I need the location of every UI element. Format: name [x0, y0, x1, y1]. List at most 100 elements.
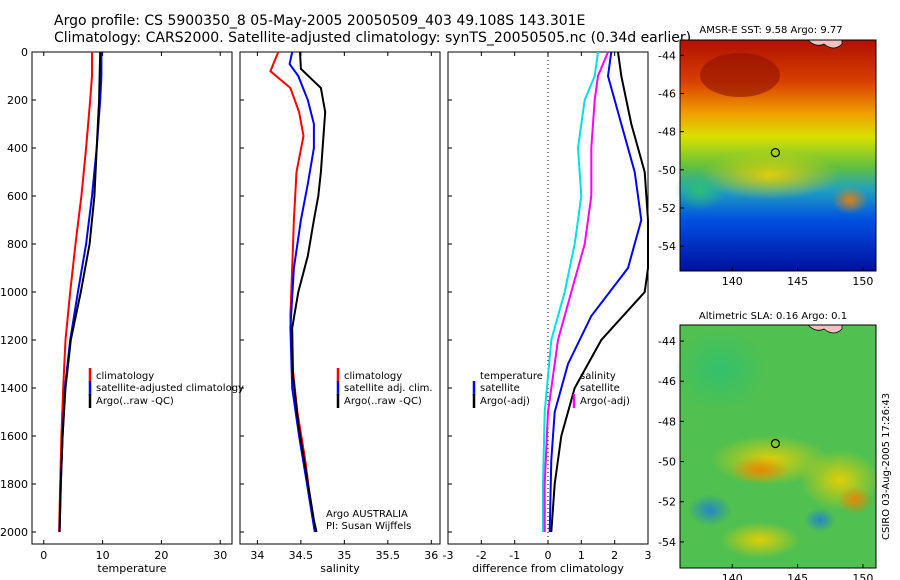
x-tick-label: 30: [213, 549, 227, 562]
legend-salinity: salinity: [580, 371, 616, 382]
salinity-axes-frame: [239, 51, 441, 545]
y-tick-label: 1000: [0, 286, 28, 299]
y-tick-label: 800: [7, 238, 28, 251]
sla-land-outline: [807, 324, 843, 334]
y-tick-label: 1600: [0, 430, 28, 443]
x-tick-label: 20: [154, 549, 168, 562]
x-tick-label: 35.5: [376, 549, 401, 562]
map-x-tick-label: 150: [852, 572, 873, 580]
difference-panel: -3 -2 -1 0 1 2 3 difference from climatology t…: [443, 51, 652, 575]
argo-position-marker: [770, 438, 780, 449]
legend-temp-argo: Argo(-adj): [480, 396, 530, 407]
x-tick-label: 0: [545, 549, 552, 562]
x-tick-label: 35: [337, 549, 351, 562]
sla-blue-patch: [688, 494, 732, 526]
map-x-tick-label: 140: [722, 275, 743, 288]
x-tick-label: 36: [424, 549, 438, 562]
map-y-tick-label: -44: [658, 49, 676, 62]
map-y-tick-label: -48: [658, 415, 676, 428]
sla-green-patch: [675, 330, 765, 410]
sst-orange-patch: [832, 186, 868, 214]
y-tick-label: 600: [7, 190, 28, 203]
series-line-climatology: [58, 52, 93, 533]
map-x-tick-label: 140: [722, 572, 743, 580]
y-tick-label: 200: [7, 94, 28, 107]
temperature-xlabel: temperature: [97, 562, 166, 575]
sst-land-outline: [807, 39, 843, 49]
sla-orange-patch: [837, 486, 873, 514]
y-tick-label: 1800: [0, 478, 28, 491]
sst-green-patch: [675, 170, 725, 210]
x-tick-label: -1: [509, 549, 520, 562]
series-line-temperature-satellite: [542, 51, 599, 532]
legend-temp-satellite: satellite: [480, 383, 520, 394]
x-tick-label: 10: [96, 549, 110, 562]
sst-map: AMSR-E SST: 9.58 Argo: 9.77 140 145 150 -44…: [658, 25, 877, 288]
map-y-tick-label: -48: [658, 126, 676, 139]
sst-front-patch: [700, 150, 840, 200]
sst-map-title: AMSR-E SST: 9.58 Argo: 9.77: [699, 25, 842, 36]
legend-argo: Argo(..raw -QC): [96, 396, 174, 407]
y-tick-label: 1200: [0, 334, 28, 347]
legend-sal-satellite: satellite: [580, 383, 620, 394]
series-line-salinity-argo-adj-: [550, 51, 649, 533]
x-tick-label: -2: [476, 549, 487, 562]
y-tick-label: 0: [21, 46, 28, 59]
salinity-panel: 34 34.5 35 35.5 36 salinity climatology sate…: [239, 51, 441, 575]
map-y-tick-label: -50: [658, 164, 676, 177]
temperature-legend: climatology satellite-adjusted climatolo…: [88, 368, 244, 408]
legend-temperature: temperature: [480, 371, 543, 382]
sst-warm-patch: [700, 53, 780, 97]
x-tick-label: 34.5: [289, 549, 314, 562]
legend-sal-argo: Argo(-adj): [580, 396, 630, 407]
map-x-tick-label: 150: [852, 275, 873, 288]
salinity-legend: climatology satellite adj. clim. Argo(..…: [336, 368, 433, 408]
map-x-tick-label: 145: [787, 275, 808, 288]
map-y-tick-label: -46: [658, 87, 676, 100]
sla-orange-patch: [730, 456, 790, 484]
x-tick-label: 3: [645, 549, 652, 562]
legend-satellite: satellite adj. clim.: [344, 383, 433, 394]
header-line-1: Argo profile: CS 5900350_8 05-May-2005 2…: [54, 13, 586, 29]
map-y-tick-label: -50: [658, 456, 676, 469]
series-line-climatology: [269, 51, 316, 533]
temperature-axes-frame: [31, 51, 233, 545]
sla-map-title: Altimetric SLA: 0.16 Argo: 0.1: [699, 311, 847, 322]
x-tick-label: 34: [250, 549, 264, 562]
y-tick-label: 2000: [0, 526, 28, 539]
series-line-salinity-satellite: [548, 51, 643, 533]
legend-argo: Argo(..raw -QC): [344, 396, 422, 407]
x-tick-label: -3: [443, 549, 454, 562]
header-line-2: Climatology: CARS2000. Satellite-adjuste…: [54, 30, 692, 46]
sla-blue-patch: [804, 508, 836, 532]
map-y-tick-label: -54: [658, 240, 676, 253]
pi-text: PI: Susan Wijffels: [326, 521, 411, 532]
sst-map-frame: [679, 39, 877, 272]
side-timestamp: CSIRO 03-Aug-2005 17:26:43: [881, 393, 892, 540]
difference-axes-frame: [447, 51, 649, 545]
y-tick-label: 400: [7, 142, 28, 155]
series-line-argo-raw-qc-: [291, 51, 327, 533]
argo-position-marker: [770, 148, 780, 158]
x-tick-label: 2: [611, 549, 618, 562]
legend-climatology: climatology: [344, 371, 402, 382]
map-x-tick-label: 145: [787, 572, 808, 580]
sla-map-frame: [679, 324, 877, 569]
map-y-tick-label: -54: [658, 536, 676, 549]
map-y-tick-label: -46: [658, 375, 676, 388]
difference-xlabel: difference from climatology: [472, 562, 624, 575]
sla-yellow-patch: [720, 522, 800, 558]
x-tick-label: 0: [40, 549, 47, 562]
y-tick-label: 1400: [0, 382, 28, 395]
x-tick-label: 1: [578, 549, 585, 562]
legend-satellite: satellite-adjusted climatology: [96, 383, 244, 394]
series-line-argo-raw-qc-: [58, 51, 102, 533]
temperature-panel: 0 200 400 600 800 1000 1200 1400 1600 1800 2000 0 1…: [0, 46, 244, 575]
series-line-temperature-argo-adj-: [543, 51, 609, 532]
map-y-tick-label: -44: [658, 335, 676, 348]
credit-text: Argo AUSTRALIA: [326, 509, 408, 520]
sla-map: Altimetric SLA: 0.16 Argo: 0.1 140 145 150…: [658, 311, 880, 580]
map-y-tick-label: -52: [658, 496, 676, 509]
salinity-xlabel: salinity: [320, 562, 360, 575]
